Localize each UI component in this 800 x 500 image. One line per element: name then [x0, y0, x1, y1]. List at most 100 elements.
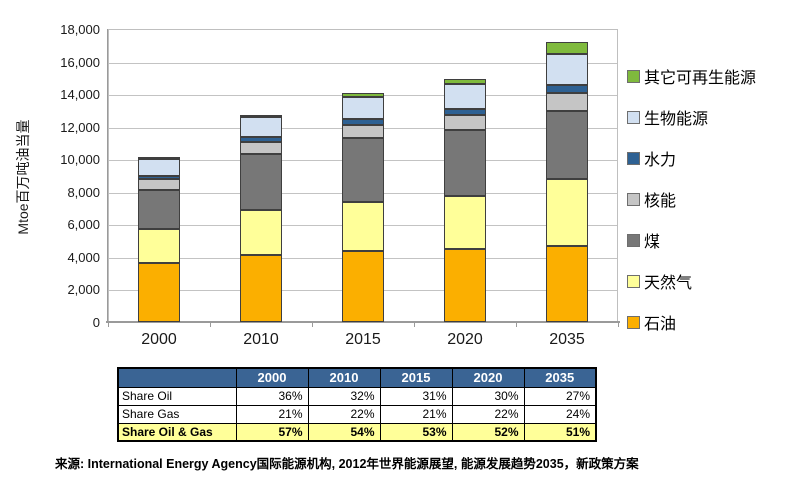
x-axis-tick [618, 323, 619, 327]
bar-segment [342, 93, 384, 97]
bar-segment [342, 202, 384, 252]
share-table-row: Share Gas 21% 22% 21% 22% 24% [117, 404, 597, 424]
share-table-value-cell: 21% [379, 404, 453, 424]
bar-segment [138, 190, 180, 229]
bar-segment [444, 196, 486, 250]
y-axis-title: Mtoe百万吨油当量 [15, 119, 31, 235]
share-table-value-cell: 31% [379, 386, 453, 406]
share-table-header-row: 2000 2010 2015 2020 2035 [117, 367, 597, 388]
x-axis-tick [108, 323, 109, 327]
share-table-value-cell: 27% [523, 386, 597, 406]
bar-segment [546, 84, 588, 93]
legend-item: 水力 [627, 146, 756, 170]
bar-segment [546, 179, 588, 247]
legend-item: 石油 [627, 310, 756, 334]
bar-segment [444, 108, 486, 116]
share-table-value-cell: 52% [451, 422, 525, 442]
bar-segment [240, 137, 282, 143]
x-axis-line [106, 321, 620, 323]
bar-segment [240, 114, 282, 117]
legend-item: 天然气 [627, 269, 756, 293]
stacked-bar-2035 [546, 42, 588, 322]
share-table-header-cell: 2015 [379, 367, 453, 388]
bar-segment [444, 115, 486, 130]
legend-label: 其它可再生能源 [644, 70, 757, 87]
y-tick-label: 12,000 [60, 119, 100, 135]
bar-segment [138, 175, 180, 180]
share-table-value-cell: 22% [307, 404, 381, 424]
legend-item: 其它可再生能源 [627, 64, 756, 88]
bar-segment [342, 251, 384, 322]
share-table: 2000 2010 2015 2020 2035 Share Oil 36% 32% 31% 3… [117, 367, 597, 442]
legend-swatch-icon [627, 110, 640, 124]
x-axis-tick [414, 323, 415, 327]
bar-segment [342, 124, 384, 139]
y-tick-label: 4,000 [67, 249, 100, 265]
bar-segment [444, 84, 486, 109]
share-table-row-label: Share Gas [117, 404, 237, 424]
share-table-value-cell: 24% [523, 404, 597, 424]
x-axis-tick [210, 323, 211, 327]
bar-segment [138, 262, 180, 322]
legend-label: 生物能源 [644, 111, 709, 128]
share-table-header-cell [117, 367, 237, 388]
bar-segment [342, 138, 384, 203]
y-tick-label: 2,000 [67, 282, 100, 298]
legend-swatch-icon [627, 315, 640, 329]
share-table-value-cell: 21% [235, 404, 309, 424]
bar-segment [240, 116, 282, 138]
chart-legend: 其它可再生能源 生物能源水力核能煤天然气石油 [627, 64, 756, 334]
x-category-label: 2020 [447, 331, 483, 348]
legend-swatch-icon [627, 69, 640, 83]
share-table-header-cell: 2020 [451, 367, 525, 388]
legend-item: 生物能源 [627, 105, 756, 129]
y-axis-line [107, 29, 108, 323]
bar-segment [546, 53, 588, 85]
share-table-value-cell: 32% [307, 386, 381, 406]
legend-swatch-icon [627, 192, 640, 206]
bar-segment [138, 156, 180, 159]
y-tick-label: 10,000 [60, 152, 100, 168]
legend-label: 核能 [644, 193, 677, 210]
y-tick-label: 8,000 [67, 184, 100, 200]
y-tick-label: 16,000 [60, 54, 100, 70]
bar-segment [138, 158, 180, 176]
stacked-bar-2015 [342, 93, 384, 322]
bar-segment [444, 129, 486, 197]
y-tick-label: 14,000 [60, 87, 100, 103]
x-category-label: 2015 [345, 331, 381, 348]
bar-segment [342, 96, 384, 120]
share-table-header-cell: 2000 [235, 367, 309, 388]
legend-item: 煤 [627, 228, 756, 252]
bar-segment [546, 246, 588, 322]
share-table-value-cell: 36% [235, 386, 309, 406]
source-note: 来源: International Energy Agency国际能源机构, 2… [55, 457, 639, 471]
bar-segment [240, 153, 282, 211]
bar-segment [546, 92, 588, 111]
y-tick-label: 0 [92, 315, 100, 330]
bar-segment [138, 228, 180, 263]
bar-segment [138, 179, 180, 191]
legend-label: 煤 [644, 234, 661, 251]
bar-segment [546, 42, 588, 54]
bar-segment [342, 119, 384, 125]
x-category-label: 2010 [243, 331, 279, 348]
bar-segment [546, 110, 588, 180]
bar-segment [444, 249, 486, 322]
share-table-row-label: Share Oil [117, 386, 237, 406]
stacked-bar-2020 [444, 79, 486, 322]
legend-swatch-icon [627, 233, 640, 247]
bar-segment [240, 210, 282, 256]
share-table-value-cell: 51% [523, 422, 597, 442]
y-tick-label: 18,000 [60, 22, 100, 37]
share-table-value-cell: 30% [451, 386, 525, 406]
bar-segment [444, 79, 486, 84]
share-table-header-cell: 2035 [523, 367, 597, 388]
legend-label: 天然气 [644, 275, 693, 292]
bar-segment [240, 255, 282, 322]
legend-label: 水力 [644, 152, 677, 169]
share-table-row: Share Oil 36% 32% 31% 30% 27% [117, 386, 597, 406]
share-table-value-cell: 54% [307, 422, 381, 442]
gridline [109, 62, 617, 64]
